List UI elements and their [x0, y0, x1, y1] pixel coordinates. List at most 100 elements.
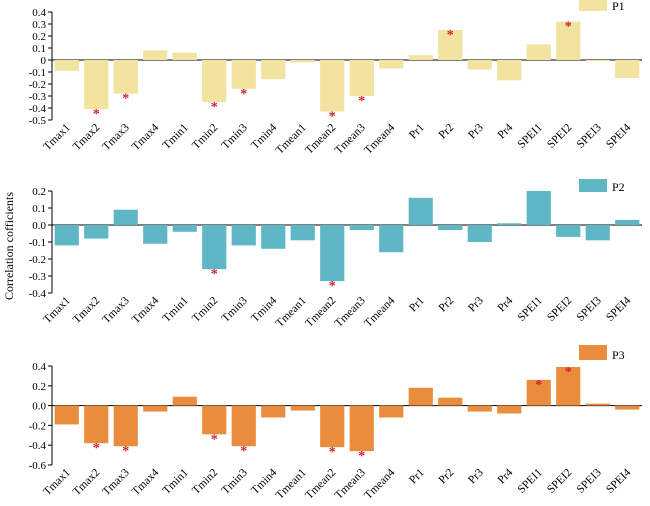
significance-marker: *	[447, 28, 454, 43]
x-tick-label: Tmean1	[274, 466, 309, 501]
bar-tmin3	[231, 60, 256, 89]
bar-tmean3	[349, 405, 374, 452]
x-tick-label: Tmax2	[71, 466, 103, 498]
bar-tmax1	[54, 225, 79, 246]
chart-panel-p1: 0.40.30.20.10-0.1-0.2-0.3-0.4-0.5Tmax1*T…	[29, 0, 642, 157]
y-tick-label: -0.2	[29, 420, 46, 432]
x-tick-label: Tmin1	[161, 294, 191, 324]
y-tick-label: -0.2	[29, 254, 46, 266]
x-tick-label: Tmax2	[71, 121, 103, 153]
y-tick-label: 0.0	[32, 401, 46, 413]
bar-spei2	[556, 21, 581, 61]
bar-tmax1	[54, 60, 79, 71]
significance-marker: *	[358, 94, 365, 109]
y-tick-label: -0.4	[29, 103, 47, 115]
significance-marker: *	[93, 107, 100, 122]
legend-label: P3	[612, 348, 625, 362]
x-tick-label: SPEI4	[604, 294, 633, 323]
x-tick-label: Tmax3	[100, 466, 132, 498]
y-tick-label: 0.1	[32, 43, 46, 55]
x-tick-label: Pr3	[466, 121, 486, 141]
bar-pr1	[408, 197, 433, 225]
bar-tmean1	[290, 60, 315, 63]
bar-spei4	[615, 405, 640, 410]
x-tick-label: Tmean3	[333, 466, 368, 501]
x-tick-label: Tmin2	[190, 294, 220, 324]
x-tick-label: Tmin1	[161, 466, 191, 496]
legend-swatch	[579, 0, 607, 11]
bar-tmax2	[84, 60, 109, 110]
y-tick-label: -0.6	[29, 460, 47, 472]
x-tick-label: Tmean2	[303, 294, 338, 329]
y-tick-label: -0.4	[29, 440, 47, 452]
bar-pr3	[467, 60, 492, 70]
bar-tmin4	[261, 405, 286, 418]
y-tick-label: -0.1	[29, 67, 46, 79]
y-axis-label: Correlation cofficients	[2, 192, 16, 300]
y-tick-label: -0.1	[29, 237, 46, 249]
bar-spei3	[585, 403, 610, 406]
bar-tmin4	[261, 60, 286, 80]
x-tick-label: Tmin3	[220, 294, 250, 324]
bar-spei4	[615, 60, 640, 78]
x-tick-label: Tmean4	[362, 121, 397, 156]
bar-tmean2	[320, 405, 345, 448]
x-tick-label: Tmax3	[100, 294, 132, 326]
bar-tmean2	[320, 60, 345, 112]
bar-pr1	[408, 387, 433, 406]
bar-pr4	[497, 405, 522, 414]
x-tick-label: Tmax4	[130, 294, 162, 326]
significance-marker: *	[535, 378, 542, 393]
legend-label: P2	[612, 180, 625, 194]
x-tick-label: Tmean3	[333, 294, 368, 329]
y-tick-label: 0	[41, 55, 47, 67]
x-tick-label: Pr2	[437, 121, 457, 141]
x-tick-label: SPEI1	[516, 121, 545, 150]
x-tick-label: Pr3	[466, 294, 486, 314]
bar-tmin1	[172, 225, 197, 232]
x-tick-label: Tmean4	[362, 294, 397, 329]
y-tick-label: 0.4	[32, 7, 46, 19]
x-tick-label: Tmax2	[71, 294, 103, 326]
bar-pr2	[438, 225, 463, 231]
bar-pr4	[497, 60, 522, 81]
bar-tmean3	[349, 60, 374, 96]
x-tick-label: SPEI3	[575, 294, 604, 323]
bar-tmax3	[113, 405, 138, 447]
y-tick-label: -0.3	[29, 271, 47, 283]
x-tick-label: Tmax3	[100, 121, 132, 153]
significance-marker: *	[240, 444, 247, 459]
x-tick-label: Tmax4	[130, 466, 162, 498]
x-tick-label: SPEI4	[604, 121, 633, 150]
x-tick-label: Tmean1	[274, 121, 309, 156]
bar-tmin2	[202, 405, 227, 435]
bar-tmax1	[54, 405, 79, 425]
significance-marker: *	[329, 445, 336, 460]
bar-tmax4	[143, 405, 168, 412]
y-tick-label: 0.3	[32, 19, 46, 31]
bar-tmin3	[231, 405, 256, 447]
bar-tmin4	[261, 225, 286, 249]
x-tick-label: Tmin3	[220, 121, 250, 151]
bar-tmin1	[172, 52, 197, 60]
bar-pr3	[467, 225, 492, 242]
bar-pr2	[438, 30, 463, 60]
bar-tmean4	[379, 60, 404, 69]
bar-tmean3	[349, 225, 374, 231]
significance-marker: *	[565, 365, 572, 380]
significance-marker: *	[122, 444, 129, 459]
x-tick-label: Tmean2	[303, 121, 338, 156]
x-tick-label: Tmax1	[41, 121, 73, 153]
x-tick-label: SPEI3	[575, 121, 604, 150]
significance-marker: *	[211, 267, 218, 282]
x-tick-label: Tmean1	[274, 294, 309, 329]
bar-spei1	[526, 191, 551, 225]
bar-tmean1	[290, 225, 315, 241]
significance-marker: *	[211, 432, 218, 447]
x-tick-label: Tmean2	[303, 466, 338, 501]
significance-marker: *	[240, 87, 247, 102]
x-tick-label: Tmin2	[190, 121, 220, 151]
y-tick-label: 0.0	[32, 220, 46, 232]
legend-swatch	[579, 345, 607, 360]
bar-tmean1	[290, 405, 315, 411]
